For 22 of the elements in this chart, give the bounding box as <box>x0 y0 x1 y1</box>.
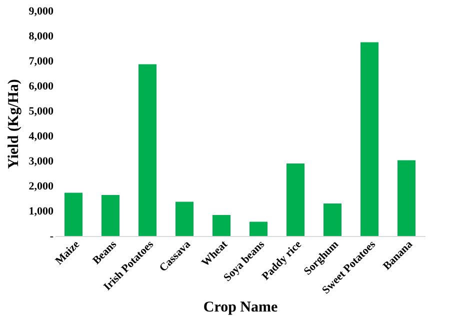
bar <box>138 64 156 236</box>
y-tick-label: - <box>50 230 54 242</box>
x-axis-title: Crop Name <box>203 300 278 316</box>
bar <box>398 160 416 236</box>
y-tick-label: 9,000 <box>28 6 54 18</box>
y-tick-label: 2,000 <box>28 180 54 192</box>
y-tick-label: 5,000 <box>28 106 54 118</box>
y-axis-title: Yield (Kg/Ha) <box>6 79 22 169</box>
bar <box>64 192 82 236</box>
bar <box>324 204 342 236</box>
bar <box>176 202 194 236</box>
y-tick-label: 7,000 <box>28 56 54 68</box>
y-tick-label: 1,000 <box>28 206 54 218</box>
bar <box>102 195 120 236</box>
bar <box>250 222 268 236</box>
bar <box>212 215 230 236</box>
bar <box>286 164 304 236</box>
y-tick-label: 8,000 <box>28 30 54 42</box>
bar <box>360 42 378 236</box>
y-tick-label: 6,000 <box>28 80 54 92</box>
y-tick-label: 4,000 <box>28 130 54 142</box>
y-tick-label: 3,000 <box>28 156 54 168</box>
